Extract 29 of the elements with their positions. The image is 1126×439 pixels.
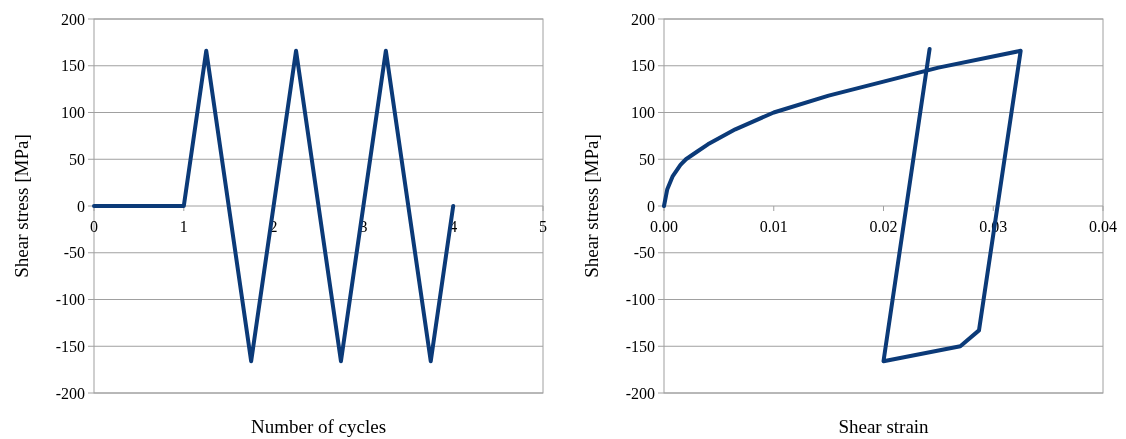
y-tick-label: 0 xyxy=(647,197,655,215)
x-tick-label: 5 xyxy=(539,218,547,235)
y-tick-label: -50 xyxy=(63,244,85,262)
y-tick-label: 200 xyxy=(631,10,655,28)
x-axis-title: Shear strain xyxy=(838,416,930,437)
y-axis-title: Shear stress [MPa] xyxy=(11,134,32,278)
x-tick-label: 1 xyxy=(179,218,188,235)
y-tick-label: -100 xyxy=(55,291,85,309)
y-axis-title: Shear stress [MPa] xyxy=(581,134,602,278)
y-tick-label: 100 xyxy=(61,104,85,122)
y-tick-label: -150 xyxy=(625,337,655,355)
y-tick-label: 150 xyxy=(61,57,85,75)
x-axis-title: Number of cycles xyxy=(250,416,387,437)
x-tick-label: 0 xyxy=(90,218,98,235)
y-tick-label: 0 xyxy=(77,197,85,215)
y-tick-label: -100 xyxy=(625,291,655,309)
x-tick-label: 0.02 xyxy=(869,218,898,235)
y-tick-label: 100 xyxy=(631,104,655,122)
x-tick-label: 0.01 xyxy=(759,218,788,235)
y-tick-label: -200 xyxy=(55,384,85,402)
y-tick-label: -200 xyxy=(625,384,655,402)
y-tick-label: 150 xyxy=(631,57,655,75)
y-tick-label: 50 xyxy=(639,150,655,168)
y-tick-label: 200 xyxy=(61,10,85,28)
y-tick-label: -150 xyxy=(55,337,85,355)
y-tick-label: 50 xyxy=(69,150,85,168)
y-tick-label: -50 xyxy=(633,244,655,262)
x-tick-label: 0.00 xyxy=(650,218,678,235)
x-tick-label: 0.04 xyxy=(1089,218,1117,235)
